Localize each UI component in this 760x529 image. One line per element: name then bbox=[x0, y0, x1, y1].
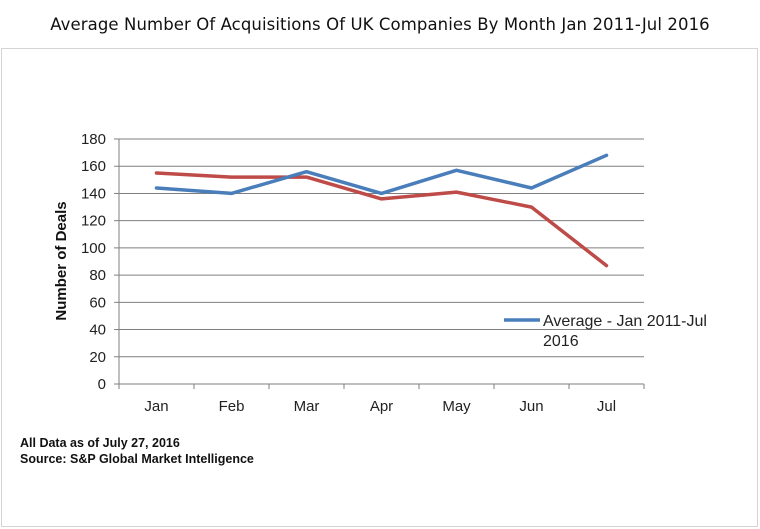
x-tick-label-mar: Mar bbox=[294, 398, 320, 415]
chart-panel bbox=[1, 48, 758, 527]
x-tick-label-jan: Jan bbox=[144, 398, 168, 415]
series-lines bbox=[154, 153, 609, 268]
y-tick-label: 120 bbox=[81, 213, 106, 230]
y-tick-label: 140 bbox=[81, 185, 106, 202]
chart-title: Average Number Of Acquisitions Of UK Com… bbox=[50, 14, 710, 34]
y-tick-label: 180 bbox=[81, 131, 106, 148]
data-date-note: All Data as of July 27, 2016 bbox=[20, 436, 180, 450]
y-axis-label: Number of Deals bbox=[53, 201, 70, 320]
y-tick-label: 60 bbox=[89, 294, 106, 311]
title-bar: Average Number Of Acquisitions Of UK Com… bbox=[0, 0, 760, 48]
y-tick-labels: 0 20 40 60 80 100 120 140 160 180 bbox=[81, 131, 106, 393]
y-tick-label: 20 bbox=[89, 349, 106, 366]
y-tick-label: 80 bbox=[89, 267, 106, 284]
x-tick-label-may: May bbox=[442, 398, 471, 415]
x-tick-label-feb: Feb bbox=[219, 398, 245, 415]
x-tick-labels: Jan Feb Mar Apr May Jun Jul bbox=[144, 398, 616, 415]
series-line-2 bbox=[154, 171, 609, 268]
x-tick-label-apr: Apr bbox=[370, 398, 393, 415]
legend: Average - Jan 2011-Jul 2016 bbox=[504, 313, 707, 350]
series-line-1 bbox=[154, 153, 609, 196]
x-tick-label-jun: Jun bbox=[519, 398, 543, 415]
x-tick-label-jul: Jul bbox=[597, 398, 616, 415]
source-note: Source: S&P Global Market Intelligence bbox=[20, 452, 254, 466]
legend-label-line-2: 2016 bbox=[543, 333, 579, 350]
axes bbox=[114, 138, 645, 389]
legend-label-line-1: Average - Jan 2011-Jul bbox=[543, 313, 707, 330]
y-tick-label: 160 bbox=[81, 158, 106, 175]
y-tick-label: 40 bbox=[89, 322, 106, 339]
y-tick-label: 0 bbox=[98, 376, 106, 393]
y-tick-label: 100 bbox=[81, 240, 106, 257]
